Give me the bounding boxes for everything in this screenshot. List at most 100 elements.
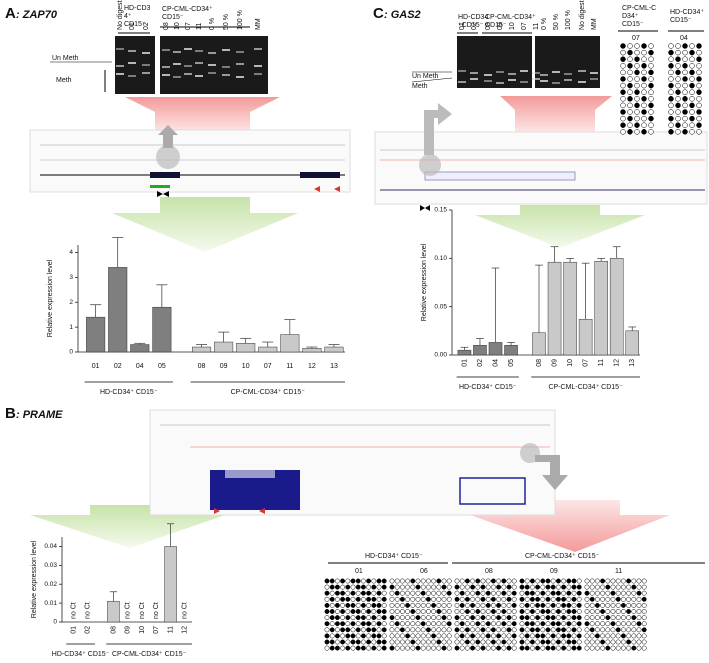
cpg-site xyxy=(446,639,452,645)
cpg-site xyxy=(561,578,567,584)
cpg-site xyxy=(648,109,654,115)
cpg-site xyxy=(561,596,567,602)
cpg-site xyxy=(620,602,626,608)
cpg-site xyxy=(620,56,626,62)
x-tick-label: 08 xyxy=(110,626,117,634)
cpg-site xyxy=(420,639,426,645)
cpg-site xyxy=(329,627,335,633)
cpg-site xyxy=(501,590,507,596)
cpg-site xyxy=(550,645,556,651)
cpg-site xyxy=(350,627,356,633)
cpg-site xyxy=(566,584,572,590)
cpg-site xyxy=(620,578,626,584)
cpg-site xyxy=(420,633,426,639)
cpg-site xyxy=(415,578,421,584)
cpg-site xyxy=(441,596,447,602)
arrow xyxy=(30,505,225,548)
cpg-site xyxy=(631,645,637,651)
cpg-site xyxy=(371,584,377,590)
cpg-site xyxy=(415,621,421,627)
cpg-site xyxy=(464,627,470,633)
cpg-site xyxy=(425,645,431,651)
cpg-site xyxy=(389,627,395,633)
cpg-site xyxy=(634,96,640,102)
cpg-site xyxy=(485,578,491,584)
x-tick-label: 08 xyxy=(198,363,206,370)
cpg-site xyxy=(540,590,546,596)
cpg-site xyxy=(626,602,632,608)
cpg-site xyxy=(431,627,437,633)
panel-letter: C xyxy=(373,5,384,22)
cpg-site xyxy=(324,615,330,621)
cpg-site xyxy=(696,89,702,95)
cpg-site xyxy=(334,584,340,590)
x-tick-label: 04 xyxy=(492,359,499,367)
cpg-site xyxy=(501,609,507,614)
cpg-site xyxy=(675,49,681,56)
cpg-site xyxy=(329,590,335,596)
cpg-site xyxy=(636,621,642,627)
cpg-site xyxy=(594,633,600,639)
cpg-site xyxy=(576,639,582,645)
x-tick-label: 13 xyxy=(629,359,636,367)
cpg-site xyxy=(576,584,582,590)
cpg-site xyxy=(480,596,486,602)
cpg-site xyxy=(626,627,632,633)
cpg-site xyxy=(340,615,346,621)
lane-label: 01 xyxy=(129,22,136,30)
cpg-site xyxy=(475,639,481,645)
cpg-site xyxy=(626,645,632,651)
cpg-site xyxy=(675,102,681,109)
cpg-site xyxy=(496,602,502,608)
cpg-site xyxy=(545,639,551,645)
cpg-site xyxy=(631,615,637,621)
cpg-site xyxy=(329,596,335,602)
cpg-site xyxy=(490,639,496,645)
x-tick-label: 09 xyxy=(220,363,228,370)
cpg-site xyxy=(555,584,561,590)
cpg-site xyxy=(555,602,561,608)
cpg-site xyxy=(545,645,551,651)
cpg-site xyxy=(511,584,517,590)
cpg-site xyxy=(571,602,577,608)
cpg-site xyxy=(689,122,695,128)
cpg-site xyxy=(626,584,632,590)
cpg-site xyxy=(441,584,447,590)
cpg-site xyxy=(405,645,411,651)
cpg-site xyxy=(545,609,551,614)
cpg-site xyxy=(410,615,416,621)
cpg-site xyxy=(689,115,695,122)
cpg-site xyxy=(501,633,507,639)
cpg-site xyxy=(480,578,486,584)
cpg-site xyxy=(470,602,476,608)
cpg-site xyxy=(576,596,582,602)
cpg-site xyxy=(540,596,546,602)
cpg-site xyxy=(634,43,640,49)
cpg-site xyxy=(381,596,387,602)
cpg-site xyxy=(405,590,411,596)
cpg-site xyxy=(436,596,442,602)
cpg-site xyxy=(620,639,626,645)
cpg-site xyxy=(540,633,546,639)
cpg-site xyxy=(399,590,405,596)
cpg-site xyxy=(576,609,582,614)
cpg-site xyxy=(545,590,551,596)
group-label: HD-CD3 xyxy=(124,5,151,12)
cpg-site xyxy=(415,596,421,602)
cpg-site xyxy=(381,578,387,584)
panel-gene: : ZAP70 xyxy=(16,9,58,21)
cpg-site xyxy=(496,584,502,590)
cpg-site xyxy=(446,578,452,584)
cpg-site xyxy=(454,627,460,633)
lane-label: 09 xyxy=(497,22,504,30)
cpg-site xyxy=(506,590,512,596)
cpg-site xyxy=(529,602,535,608)
cpg-site xyxy=(615,645,621,651)
cpg-site xyxy=(555,627,561,633)
cpg-site xyxy=(394,609,400,614)
group-label: CP-CML-CD34⁺ CD15⁻ xyxy=(548,384,623,391)
cpg-site xyxy=(334,615,340,621)
cpg-site xyxy=(464,602,470,608)
cpg-site xyxy=(555,633,561,639)
cpg-site xyxy=(561,627,567,633)
